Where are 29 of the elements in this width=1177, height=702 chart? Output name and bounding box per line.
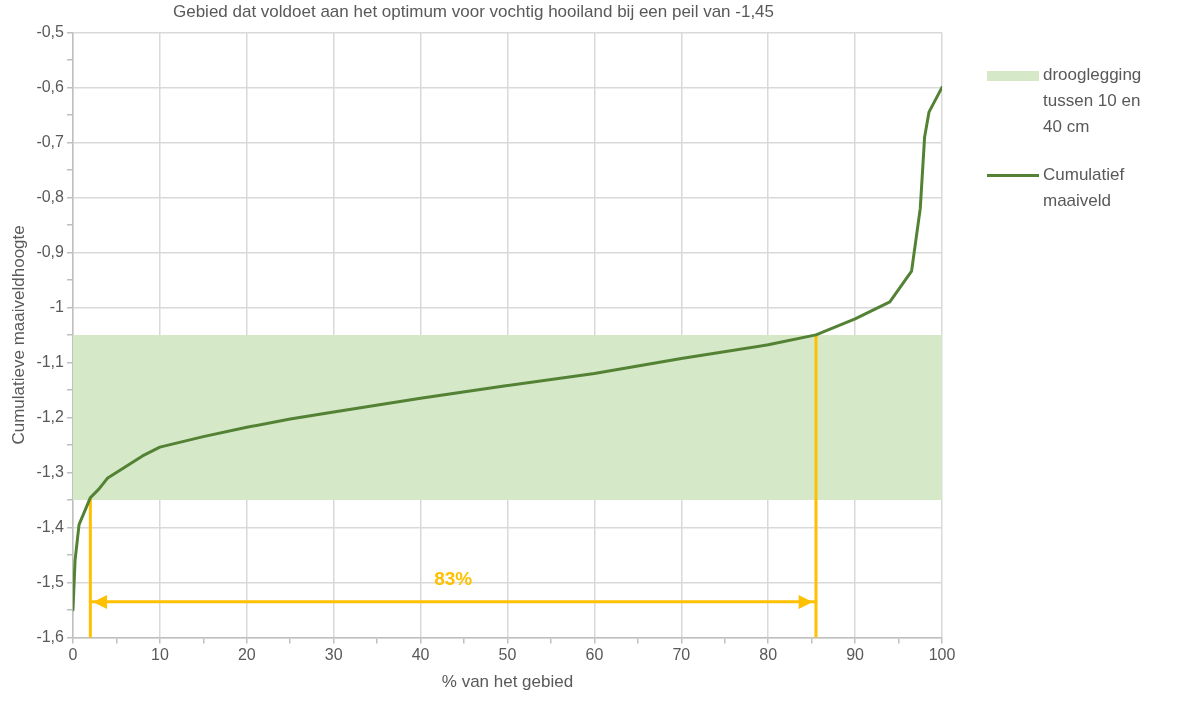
y-tick-label: -1,6 <box>36 627 65 645</box>
y-tick-label: -0,8 <box>36 187 65 205</box>
y-tick-label: -1,5 <box>36 572 65 590</box>
x-tick-label: 80 <box>759 646 778 664</box>
y-tick-label: -1 <box>49 297 65 315</box>
annotation: 83% <box>434 567 473 589</box>
x-tick-label: 20 <box>237 646 256 664</box>
x-tick-label: 70 <box>672 646 691 664</box>
x-tick-label: 40 <box>411 646 430 664</box>
x-tick-label: 90 <box>846 646 865 664</box>
x-tick-label: 30 <box>324 646 343 664</box>
legend-label: drooglegging tussen 10 en 40 cm <box>1043 64 1143 139</box>
y-tick-label: -1,4 <box>36 517 65 535</box>
legend-label: Cumulatief maaiveld <box>1043 164 1126 213</box>
y-tick-label: -1,1 <box>36 352 65 370</box>
y-tick-label: -0,9 <box>36 242 65 260</box>
y-tick-label: -0,7 <box>36 132 65 150</box>
x-tick-label: 50 <box>498 646 517 664</box>
y-tick-label: -0,6 <box>36 77 65 95</box>
x-tick-label: 60 <box>585 646 604 664</box>
x-tick-label: 0 <box>68 646 78 664</box>
y-tick-label: -1,3 <box>36 462 65 480</box>
y-axis-title: Cumulatieve maaiveldhoogte <box>8 225 28 445</box>
x-axis-title: % van het gebied <box>441 672 574 692</box>
x-tick-label: 100 <box>928 646 956 664</box>
chart-title: Gebied dat voldoet aan het optimum voor vochtig hooiland bij een peil van -1,45 <box>172 1 775 21</box>
y-tick-label: -1,2 <box>36 407 65 425</box>
x-tick-label: 10 <box>150 646 169 664</box>
y-tick-label: -0,5 <box>36 22 65 40</box>
